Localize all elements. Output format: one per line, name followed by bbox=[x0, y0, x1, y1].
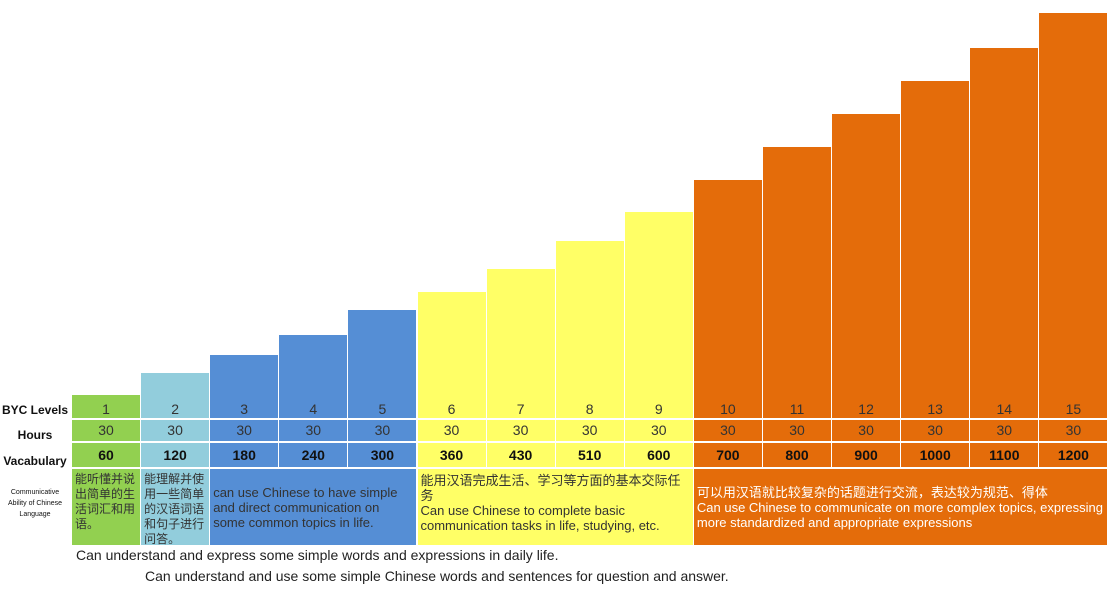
bar-level-3 bbox=[210, 355, 279, 418]
level-label: 4 bbox=[309, 401, 318, 417]
hours-cell: 30 bbox=[555, 420, 624, 441]
hours-cell: 30 bbox=[279, 420, 348, 441]
hours-cell: 30 bbox=[348, 420, 417, 441]
ability-text: can use Chinese to have simple and direc… bbox=[213, 485, 398, 530]
vocabulary-cell: 120 bbox=[141, 443, 210, 467]
bar-level-10 bbox=[693, 180, 762, 418]
hours-cell: 30 bbox=[486, 420, 555, 441]
vocabulary-cell: 1200 bbox=[1039, 443, 1108, 467]
hours-cell: 30 bbox=[832, 420, 901, 441]
level-label: 13 bbox=[927, 401, 943, 417]
vocabulary-cell: 900 bbox=[832, 443, 901, 467]
bar-level-12 bbox=[832, 114, 901, 418]
vocabulary-cell: 430 bbox=[486, 443, 555, 467]
ability-description: can use Chinese to have simple and direc… bbox=[210, 469, 417, 545]
vocabulary-cell: 300 bbox=[348, 443, 417, 467]
bar-level-8 bbox=[555, 241, 624, 418]
bar-level-2 bbox=[141, 373, 210, 418]
level-label: 10 bbox=[720, 401, 736, 417]
hours-cell: 30 bbox=[210, 420, 279, 441]
vocabulary-cell: 240 bbox=[279, 443, 348, 467]
hours-cell: 30 bbox=[901, 420, 970, 441]
ability-text: 可以用汉语就比较复杂的话题进行交流，表达较为规范、得体 bbox=[696, 485, 1048, 500]
vocabulary-cell: 700 bbox=[693, 443, 762, 467]
vocabulary-cell: 1000 bbox=[901, 443, 970, 467]
bar-level-4 bbox=[279, 335, 348, 418]
level-label: 2 bbox=[171, 401, 179, 417]
level-label: 14 bbox=[996, 401, 1013, 417]
vocabulary-cell: 800 bbox=[763, 443, 831, 467]
vocabulary-cell: 600 bbox=[624, 443, 693, 467]
ability-description: 可以用汉语就比较复杂的话题进行交流，表达较为规范、得体 Can use Chine… bbox=[693, 469, 1108, 545]
vocabulary-cell: 360 bbox=[417, 443, 486, 467]
hours-cell: 30 bbox=[970, 420, 1039, 441]
level-label: 1 bbox=[102, 401, 110, 417]
level-label: 9 bbox=[654, 401, 663, 417]
bar-level-7 bbox=[486, 269, 555, 418]
level-label: 12 bbox=[858, 401, 874, 417]
ability-text-english: Can use Chinese to complete basic commun… bbox=[420, 503, 660, 533]
bar-level-9 bbox=[624, 212, 693, 418]
row-label-vocabulary: Vacabulary bbox=[3, 454, 67, 468]
vocabulary-cell: 510 bbox=[555, 443, 624, 467]
level-label: 7 bbox=[516, 401, 525, 417]
hours-cell: 30 bbox=[1039, 420, 1108, 441]
level-label: 11 bbox=[789, 401, 805, 417]
bar-level-14 bbox=[970, 48, 1039, 418]
hours-cell: 30 bbox=[417, 420, 486, 441]
bar-level-13 bbox=[901, 81, 970, 418]
level-label: 8 bbox=[585, 401, 594, 417]
ability-text: 能听懂并说出简单的生活词汇和用语。 bbox=[75, 472, 136, 531]
row-label-hours: Hours bbox=[17, 428, 53, 442]
level-label: 6 bbox=[447, 401, 456, 417]
bar-level-1 bbox=[72, 395, 140, 418]
level-label: 15 bbox=[1065, 401, 1082, 417]
row-label-ability: Communicative Ability of Chinese Languag… bbox=[7, 489, 63, 518]
vocabulary-cell: 180 bbox=[210, 443, 279, 467]
hours-cell: 30 bbox=[624, 420, 693, 441]
level-label: 5 bbox=[378, 401, 387, 417]
bar-level-11 bbox=[763, 147, 831, 418]
vocabulary-cell: 1100 bbox=[970, 443, 1039, 467]
ability-description: 能用汉语完成生活、学习等方面的基本交际任务 Can use Chinese to … bbox=[417, 469, 693, 545]
row-label-levels: BYC Levels bbox=[1, 403, 69, 417]
ability-text-english: Can use Chinese to communicate on more c… bbox=[696, 500, 1103, 530]
level-label: 3 bbox=[240, 401, 249, 417]
ability-description: 能理解并使用一些简单的汉语词语和句子进行问答。 bbox=[141, 469, 210, 546]
note-level-1: Can understand and express some simple w… bbox=[76, 547, 559, 563]
bar-level-5 bbox=[348, 310, 417, 418]
ability-text: 能理解并使用一些简单的汉语词语和句子进行问答。 bbox=[144, 472, 205, 546]
ability-text: 能用汉语完成生活、学习等方面的基本交际任务 bbox=[420, 473, 681, 503]
hours-cell: 30 bbox=[693, 420, 762, 441]
vocabulary-cell: 60 bbox=[72, 443, 140, 467]
note-level-2: Can understand and use some simple Chine… bbox=[145, 568, 729, 584]
hours-cell: 30 bbox=[763, 420, 831, 441]
bar-level-6 bbox=[417, 292, 486, 418]
hours-cell: 30 bbox=[72, 420, 140, 441]
ability-description: 能听懂并说出简单的生活词汇和用语。 bbox=[72, 469, 140, 545]
bar-level-15 bbox=[1039, 13, 1108, 418]
hours-cell: 30 bbox=[141, 420, 210, 441]
